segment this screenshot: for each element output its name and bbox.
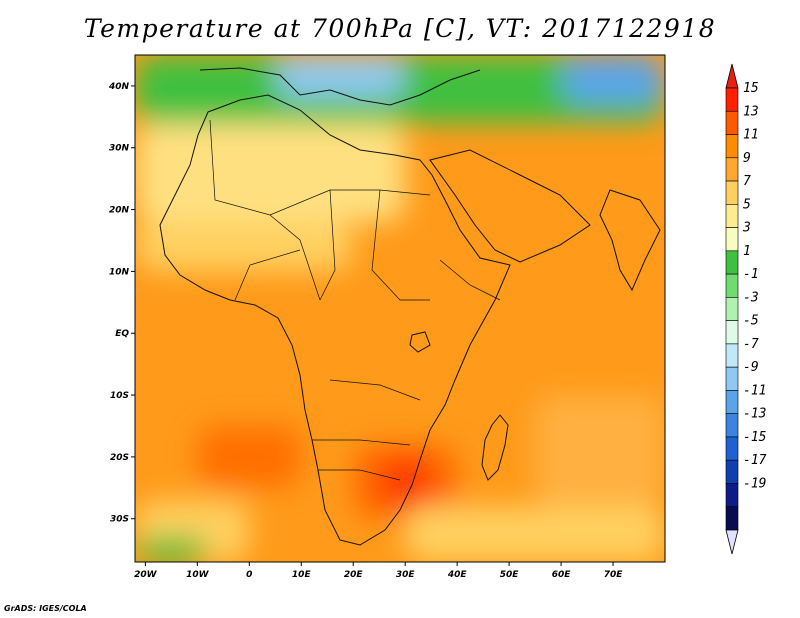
y-tick-label: 20N [109,206,130,216]
colorbar-swatch [725,413,739,438]
field-regions [135,55,665,562]
colorbar-swatch [725,134,739,159]
colorbar-label: 3 [742,221,751,236]
field-region [135,123,406,222]
colorbar-bottom-arrow [725,529,739,555]
y-tick-label: 40N [108,82,130,92]
colorbar-label: -13 [743,407,766,422]
colorbar-label: -1 [743,267,759,282]
arabia-coastline [429,149,591,263]
lake-victoria [409,331,431,353]
colorbar-label: -7 [743,337,759,352]
x-tick-label: 0 [246,570,252,580]
colorbar-label: 7 [743,174,751,189]
colorbar-label: 11 [743,128,759,143]
colorbar-swatch [725,110,739,135]
africa-coastline [159,94,511,546]
colorbar-swatch [725,157,739,182]
x-tick-label: 30E [396,570,416,580]
x-tick-label: 10W [186,570,210,580]
field-region [379,456,432,507]
colorbar-label: -5 [743,314,759,329]
colorbar-label: 9 [743,151,751,166]
x-tick-label: 60E [552,570,572,580]
colorbar-label: 1 [743,244,751,259]
y-tick-label: 20S [110,453,129,463]
field-region [197,425,302,488]
coastlines [159,67,661,546]
colorbar-swatch [725,297,739,321]
colorbar-swatch [725,204,739,228]
india-coastline [599,189,661,292]
colorbar-legend: 15 13 11 9 7 5 3 1 -1 -3 -5 -7 -9 -11 -13 -15 -17 -19 [725,63,767,555]
x-tick-label: 10E [292,570,312,580]
y-tick-label: EQ [115,329,129,339]
plot-frame [134,54,666,563]
x-tick-label: 20E [344,570,364,580]
field-region [561,55,665,105]
credit-text: GrADS: IGES/COLA [4,604,87,613]
colorbar-swatch [725,390,739,414]
colorbar-swatch [725,320,739,345]
colorbar-top-arrow [725,63,739,89]
field-region [405,506,665,562]
madagascar-coastline [481,414,509,481]
y-tick-label: 30S [110,515,129,525]
x-tick-label: 50E [500,570,520,580]
temperature-field [135,55,665,562]
colorbar-label: 5 [743,197,751,212]
colorbar-swatch [725,343,739,368]
colorbar-swatch [725,87,739,112]
field-region [135,537,208,562]
colorbar-swatch [725,506,739,531]
page-title: Temperature at 700hPa [C], VT: 201712291… [83,14,717,43]
y-tick-label: 10S [110,391,129,401]
colorbar-label: -19 [743,476,766,491]
field-region [135,221,354,272]
x-axis-ticks: 20W 10W 0 10E 20E 30E 40E 50E 60E 70E [134,562,623,580]
x-tick-label: 70E [604,570,624,580]
colorbar-label: -9 [743,360,759,375]
colorbar-label: 13 [743,104,759,119]
colorbar-label: -17 [743,453,767,468]
y-tick-label: 30N [109,144,130,154]
y-tick-label: 10N [109,267,130,277]
field-region [535,395,665,507]
colorbar-label: -3 [743,290,759,305]
colorbar-swatch [725,366,739,391]
colorbar-swatch [725,227,739,252]
field-region [275,55,406,99]
colorbar-swatch [725,250,739,275]
europe-coastline [199,67,481,106]
colorbar-swatch [725,436,739,461]
colorbar-label: 15 [743,81,759,96]
colorbar-swatch [725,459,739,484]
colorbar-swatch [725,180,739,205]
x-tick-label: 20W [134,570,158,580]
x-tick-label: 40E [447,570,468,580]
colorbar-label: -11 [743,383,766,398]
colorbar-swatch [725,273,739,298]
colorbar-swatch [725,483,739,508]
y-axis-ticks: 40N 30N 20N 10N EQ 10S 20S 30S [108,82,135,525]
country-borders [209,119,501,481]
colorbar-label: -15 [743,430,767,445]
